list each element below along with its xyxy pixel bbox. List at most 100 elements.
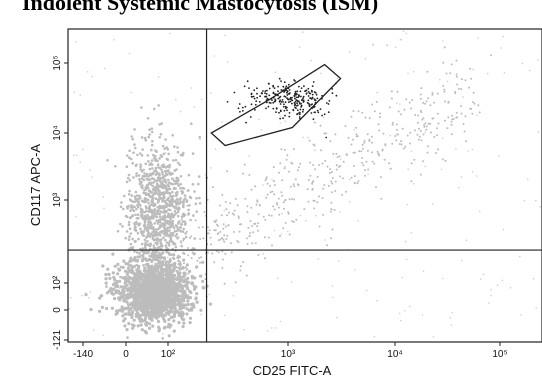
event-dot xyxy=(135,220,138,224)
event-dot xyxy=(355,126,358,129)
event-dot xyxy=(125,328,129,332)
event-dot xyxy=(442,61,445,64)
event-dot xyxy=(113,297,117,301)
event-dot xyxy=(138,300,142,305)
event-dot xyxy=(487,302,490,304)
event-dot xyxy=(267,105,270,108)
event-dot xyxy=(152,266,156,270)
event-dot xyxy=(224,252,227,255)
event-dot xyxy=(105,291,109,295)
event-dot xyxy=(315,93,318,96)
event-dot xyxy=(158,238,162,242)
event-dot xyxy=(324,239,327,241)
event-dot xyxy=(163,227,167,231)
event-dot xyxy=(190,274,194,279)
event-dot xyxy=(199,261,202,264)
event-dot xyxy=(170,212,174,215)
event-dot xyxy=(314,149,316,151)
event-dot xyxy=(347,136,350,139)
event-dot xyxy=(180,215,184,219)
event-dot xyxy=(282,117,284,120)
x-axis-label: CD25 FITC-A xyxy=(253,363,332,378)
event-dot xyxy=(383,158,386,161)
event-dot xyxy=(238,230,241,233)
event-dot xyxy=(284,199,286,202)
event-dot xyxy=(182,258,186,262)
event-dot xyxy=(332,296,334,299)
event-dot xyxy=(283,148,286,151)
event-dot xyxy=(446,80,449,83)
event-dot xyxy=(180,310,184,314)
event-dot xyxy=(174,158,178,162)
event-dot xyxy=(254,109,256,111)
event-dot xyxy=(144,263,148,266)
event-dot xyxy=(149,275,153,278)
event-dot xyxy=(170,198,173,202)
event-dot xyxy=(405,98,408,101)
event-dot xyxy=(421,314,424,316)
event-dot xyxy=(160,306,164,310)
event-dot xyxy=(131,237,134,241)
event-dot xyxy=(162,333,164,335)
event-dot xyxy=(171,172,174,175)
event-dot xyxy=(297,100,300,102)
event-dot xyxy=(279,99,281,102)
event-dot xyxy=(114,312,118,316)
event-dot xyxy=(178,163,182,167)
event-dot xyxy=(445,72,448,75)
event-dot xyxy=(153,275,157,279)
event-dot xyxy=(296,104,299,107)
event-dot xyxy=(172,179,176,182)
event-dot xyxy=(175,269,179,273)
event-dot xyxy=(253,89,256,92)
event-dot xyxy=(143,172,146,175)
event-dot xyxy=(323,113,326,116)
event-dot xyxy=(142,279,146,283)
event-dot xyxy=(163,218,166,222)
event-dot xyxy=(151,236,155,240)
event-dot xyxy=(280,89,283,91)
event-dot xyxy=(292,148,295,151)
event-dot xyxy=(129,306,133,310)
event-dot xyxy=(192,214,195,217)
event-dot xyxy=(154,215,158,218)
event-dot xyxy=(353,129,356,131)
event-dot xyxy=(122,290,126,294)
event-dot xyxy=(350,115,353,118)
tick-label: -121 xyxy=(52,330,63,350)
event-dot xyxy=(478,111,481,114)
event-dot xyxy=(165,295,169,298)
event-dot xyxy=(350,143,353,146)
event-dot xyxy=(154,241,158,245)
tick-label: 0 xyxy=(123,349,129,360)
event-dot xyxy=(477,37,479,39)
event-dot xyxy=(431,93,434,96)
event-dot xyxy=(419,93,422,96)
event-dot xyxy=(155,253,159,257)
event-dot xyxy=(186,296,190,300)
mast-cell-gate xyxy=(210,63,342,147)
event-dot xyxy=(178,280,182,284)
event-dot xyxy=(111,292,115,296)
event-dot xyxy=(180,218,183,221)
event-dot xyxy=(291,99,294,102)
event-dot xyxy=(143,225,146,228)
event-dot xyxy=(141,303,145,307)
event-dot xyxy=(147,268,150,272)
event-dot xyxy=(262,90,264,92)
event-dot xyxy=(141,306,145,310)
event-dot xyxy=(254,222,257,225)
event-dot xyxy=(233,209,236,212)
event-dot xyxy=(190,122,193,125)
event-dot xyxy=(338,165,340,168)
event-dot xyxy=(501,279,504,282)
event-dot xyxy=(207,232,210,235)
event-dot xyxy=(162,313,166,317)
event-dot xyxy=(422,101,425,104)
event-dot xyxy=(166,148,170,151)
event-dot xyxy=(425,100,428,103)
event-dot xyxy=(268,87,271,90)
event-dot xyxy=(174,205,177,209)
event-dot xyxy=(181,154,184,157)
event-dot xyxy=(155,258,158,262)
